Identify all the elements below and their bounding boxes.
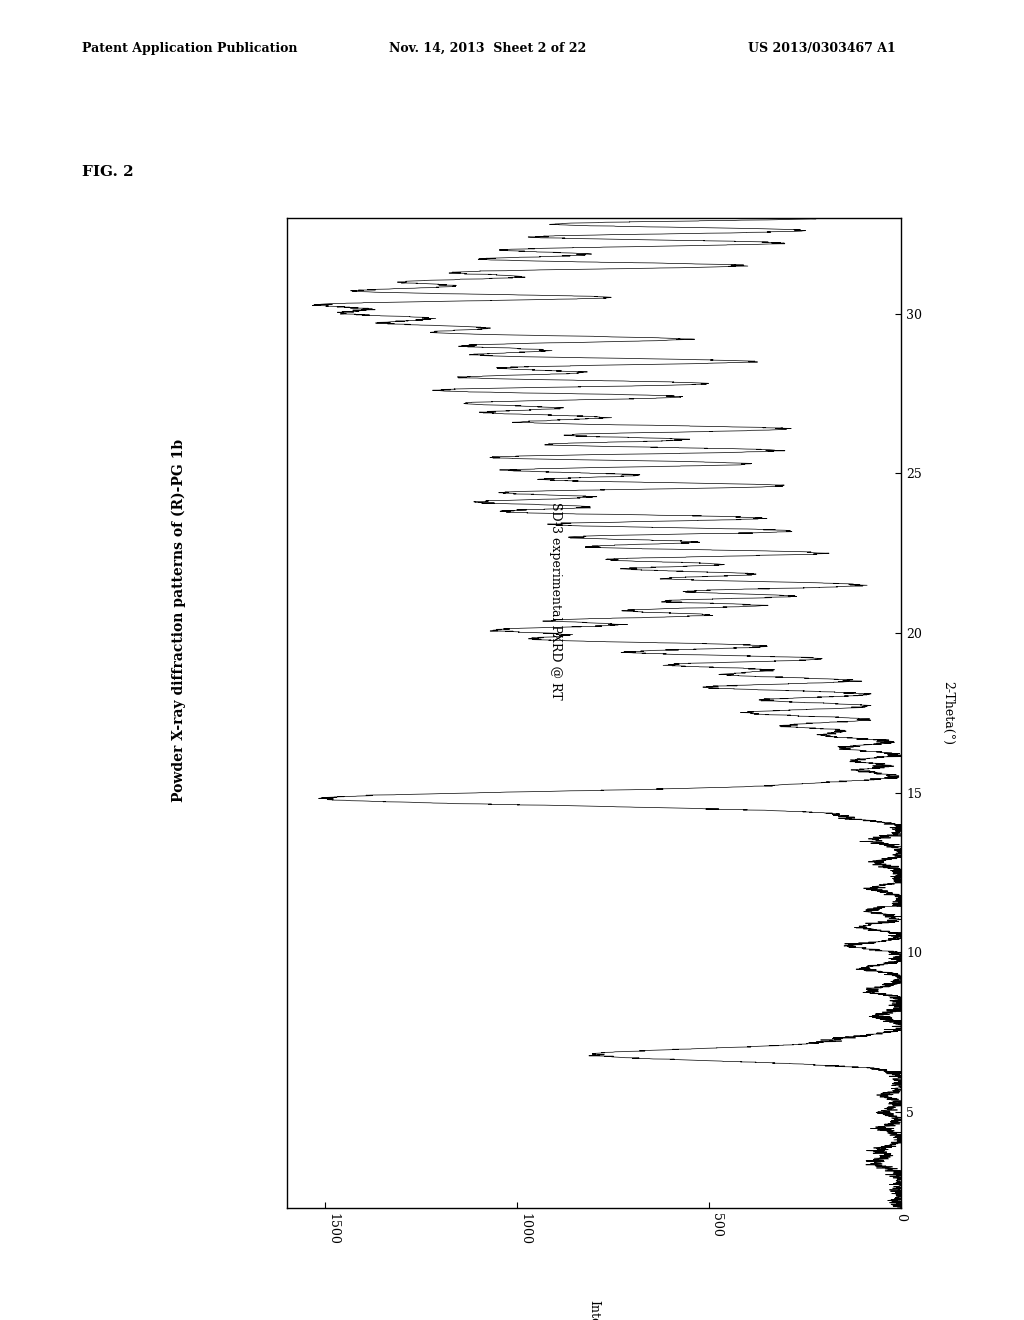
Text: Nov. 14, 2013  Sheet 2 of 22: Nov. 14, 2013 Sheet 2 of 22 [389, 42, 587, 55]
Y-axis label: 2-Theta(°): 2-Theta(°) [941, 681, 954, 744]
Text: FIG. 2: FIG. 2 [82, 165, 133, 180]
Text: Patent Application Publication: Patent Application Publication [82, 42, 297, 55]
Text: SD-3 experimental PXRD @ RT: SD-3 experimental PXRD @ RT [549, 502, 562, 700]
Text: US 2013/0303467 A1: US 2013/0303467 A1 [748, 42, 895, 55]
X-axis label: Intensity(Counts): Intensity(Counts) [588, 1300, 600, 1320]
Text: Powder X-ray diffraction patterns of (R)-PG 1b: Powder X-ray diffraction patterns of (R)… [172, 438, 186, 803]
